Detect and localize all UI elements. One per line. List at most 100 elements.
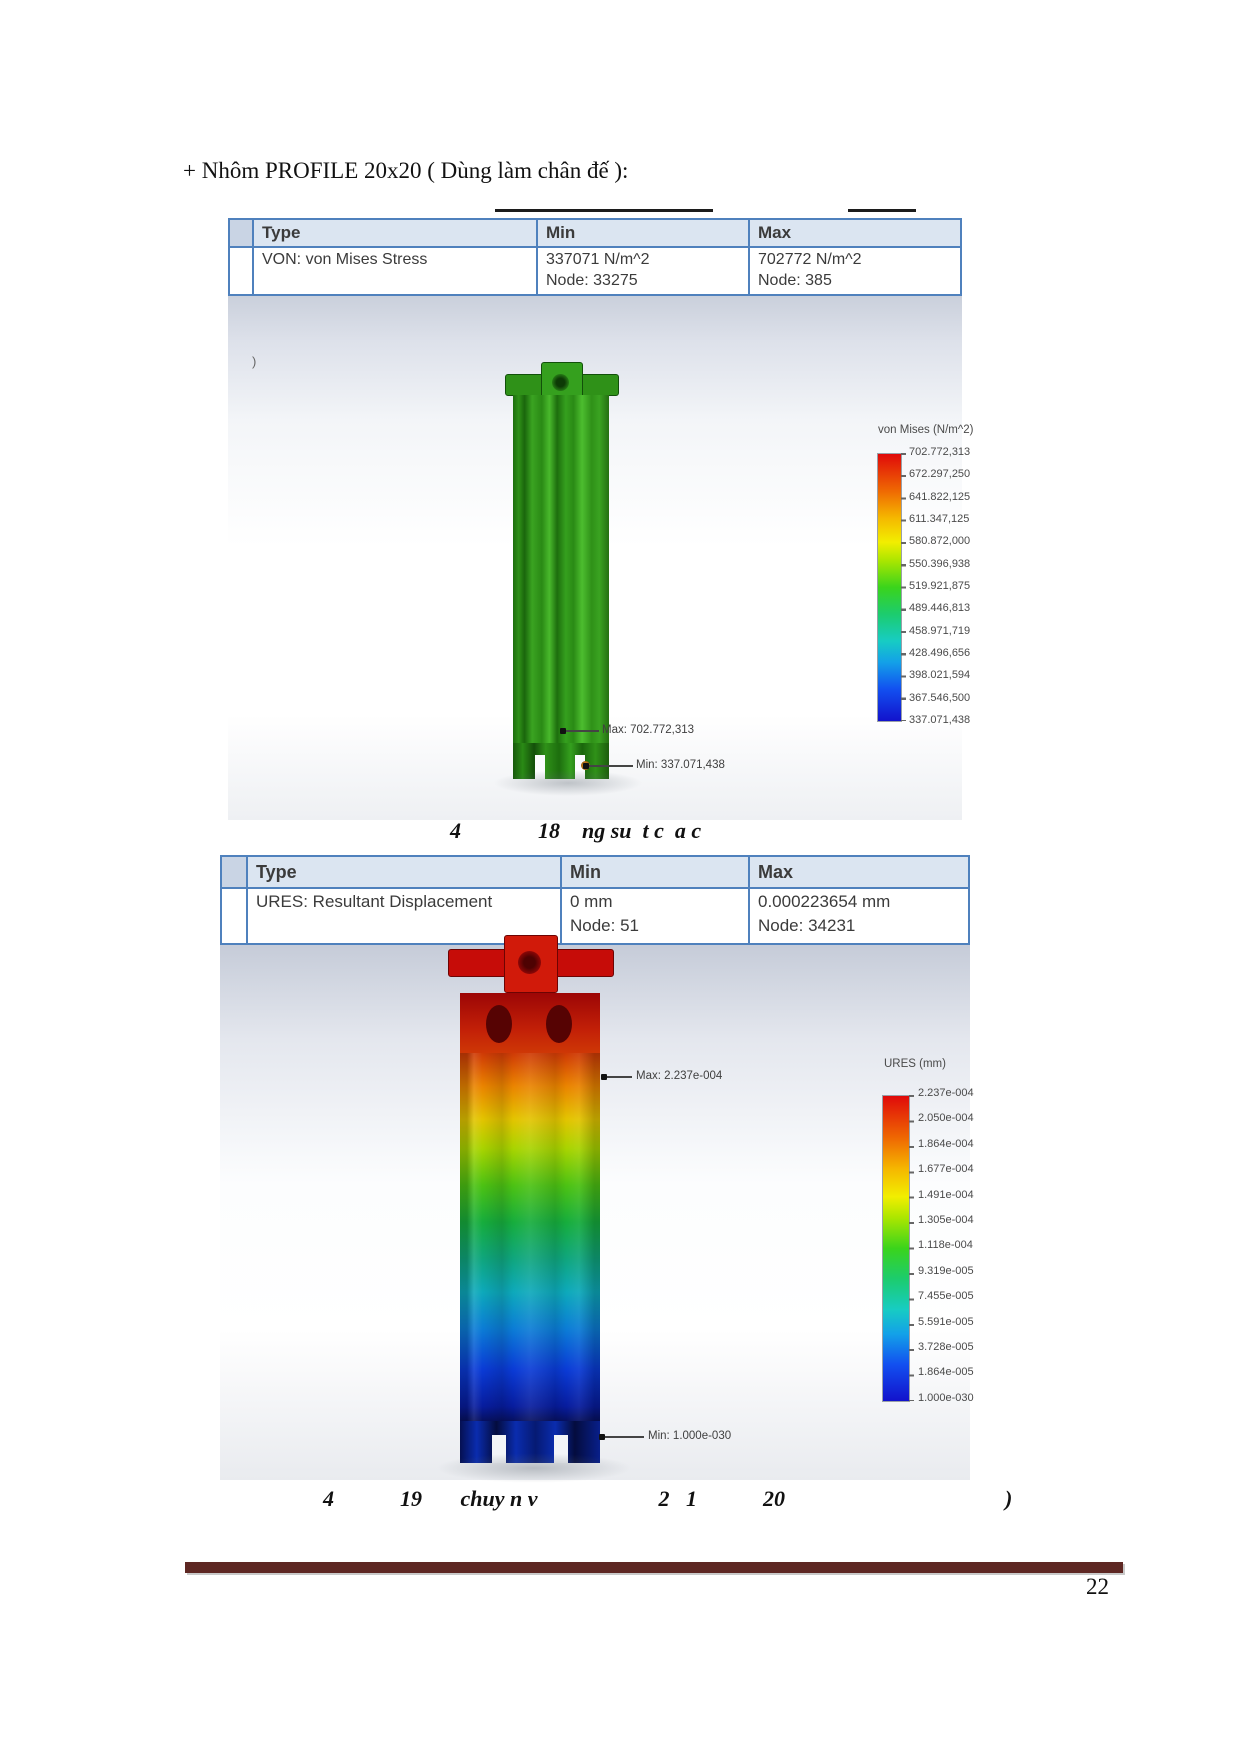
figure2-caption: 4 19 chuy n v 2 1 20 ) bbox=[323, 1486, 1013, 1511]
max-annotation: Max: 2.237e-004 bbox=[636, 1070, 723, 1082]
legend-tick-label: 2.237e-004 bbox=[918, 1087, 974, 1099]
legend-tick-label: 672.297,250 bbox=[909, 468, 971, 481]
table-row-stub bbox=[228, 248, 252, 294]
displacement-figure: Type Min Max URES: Resultant Displacemen… bbox=[220, 855, 974, 1483]
foot-slot bbox=[492, 1435, 506, 1463]
legend-tick-label: 611.347,125 bbox=[909, 512, 970, 525]
colorbar-ticks bbox=[909, 1095, 914, 1401]
max-annotation: Max: 702.772,313 bbox=[602, 724, 695, 736]
legend-tick-label: 1.864e-004 bbox=[918, 1137, 974, 1150]
table-row: URES: Resultant Displacement 0 mm Node: … bbox=[220, 889, 970, 943]
result-type-cell: VON: von Mises Stress bbox=[252, 248, 536, 294]
column-header-max: Max bbox=[748, 220, 962, 246]
max-leader-line bbox=[601, 1074, 632, 1080]
min-node: Node: 51 bbox=[570, 916, 639, 935]
max-value: 0.000223654 mm bbox=[758, 892, 891, 911]
result-type-cell: URES: Resultant Displacement bbox=[246, 889, 560, 943]
legend-tick-label: 9.319e-005 bbox=[918, 1264, 974, 1277]
legend-tick-label: 1.864e-005 bbox=[918, 1366, 974, 1379]
footer-rule bbox=[185, 1562, 1123, 1573]
table-corner-cell bbox=[228, 220, 252, 246]
legend-scale-labels: 702.772,313 672.297,250 641.822,125 611.… bbox=[909, 447, 970, 726]
legend-tick-label: 367.546,500 bbox=[909, 691, 971, 704]
profile-bottom-feet bbox=[513, 743, 609, 779]
legend-tick-label: 2.050e-004 bbox=[918, 1112, 974, 1125]
leader-arrow bbox=[583, 763, 589, 769]
foot-slot bbox=[535, 755, 545, 779]
profile-center-hole bbox=[518, 951, 541, 974]
column-header-type: Type bbox=[246, 857, 560, 887]
result-min-cell: 337071 N/m^2 Node: 33275 bbox=[536, 248, 748, 294]
legend-tick-label: 1.491e-004 bbox=[918, 1188, 974, 1201]
result-min-cell: 0 mm Node: 51 bbox=[560, 889, 748, 943]
column-header-type: Type bbox=[252, 220, 536, 246]
legend-tick-label: 1.677e-004 bbox=[918, 1163, 974, 1176]
legend-tick-label: 7.455e-005 bbox=[918, 1290, 974, 1303]
profile-top-cross-section bbox=[448, 935, 614, 995]
stress-results-table: Type Min Max VON: von Mises Stress 33707… bbox=[228, 218, 962, 296]
min-value: 337071 N/m^2 bbox=[546, 251, 650, 268]
result-max-cell: 0.000223654 mm Node: 34231 bbox=[748, 889, 970, 943]
profile-cap-front-face bbox=[460, 993, 600, 1055]
page-title: + Nhôm PROFILE 20x20 ( Dùng làm chân đế … bbox=[183, 158, 629, 183]
table-header-row: Type Min Max bbox=[228, 220, 962, 248]
foot-slot bbox=[554, 1435, 568, 1463]
foot-slot bbox=[575, 755, 585, 779]
legend-tick-label: 1.118e-004 bbox=[918, 1239, 973, 1252]
legend-scale-labels: 2.237e-004 2.050e-004 1.864e-004 1.677e-… bbox=[918, 1088, 974, 1404]
legend-tick-label: 489.446,813 bbox=[909, 602, 971, 615]
column-header-min: Min bbox=[536, 220, 748, 246]
legend-tick-label: 702.772,313 bbox=[909, 446, 971, 458]
floor-shadow bbox=[436, 1453, 632, 1483]
legend-title: von Mises (N/m^2) bbox=[878, 424, 974, 436]
legend-tick-label: 580.872,000 bbox=[909, 535, 971, 548]
result-max-cell: 702772 N/m^2 Node: 385 bbox=[748, 248, 962, 294]
max-value: 702772 N/m^2 bbox=[758, 251, 862, 268]
table-row: VON: von Mises Stress 337071 N/m^2 Node:… bbox=[228, 248, 962, 294]
page-number: 22 bbox=[1086, 1574, 1109, 1599]
max-node: Node: 385 bbox=[758, 272, 832, 289]
column-header-max: Max bbox=[748, 857, 970, 887]
leader-arrow bbox=[560, 728, 566, 734]
floor-shadow bbox=[493, 770, 643, 796]
legend-tick-label: 337.071,438 bbox=[909, 713, 971, 726]
crop-artifact-line bbox=[848, 209, 916, 212]
legend-tick-label: 3.728e-005 bbox=[918, 1341, 974, 1354]
profile-body-render bbox=[513, 395, 609, 743]
table-header-row: Type Min Max bbox=[220, 857, 970, 889]
max-leader-line bbox=[560, 728, 599, 734]
legend-tick-label: 1.305e-004 bbox=[918, 1214, 974, 1227]
stress-colorbar bbox=[877, 453, 902, 722]
min-annotation: Min: 1.000e-030 bbox=[648, 1430, 732, 1442]
colorbar-ticks bbox=[901, 453, 906, 721]
figure1-caption: 4 18 ng su t c a c bbox=[450, 818, 702, 843]
min-leader-line bbox=[583, 763, 633, 769]
table-corner-cell bbox=[220, 857, 246, 887]
table-row-stub bbox=[220, 889, 246, 943]
crop-artifact-line bbox=[495, 209, 713, 212]
max-node: Node: 34231 bbox=[758, 916, 856, 935]
cropped-text-fragment: ) bbox=[252, 354, 257, 369]
t-slot-hole bbox=[546, 1005, 572, 1043]
displacement-colorbar bbox=[882, 1095, 910, 1402]
column-header-min: Min bbox=[560, 857, 748, 887]
legend-title: URES (mm) bbox=[884, 1058, 946, 1070]
legend-tick-label: 641.822,125 bbox=[909, 490, 971, 503]
stress-figure: Type Min Max VON: von Mises Stress 33707… bbox=[228, 218, 974, 820]
profile-body-render bbox=[460, 1053, 600, 1421]
min-node: Node: 33275 bbox=[546, 272, 638, 289]
min-value: 0 mm bbox=[570, 892, 613, 911]
displacement-results-table: Type Min Max URES: Resultant Displacemen… bbox=[220, 855, 970, 945]
legend-tick-label: 428.496,656 bbox=[909, 646, 971, 659]
min-annotation: Min: 337.071,438 bbox=[636, 759, 725, 771]
legend-tick-label: 550.396,938 bbox=[909, 557, 971, 570]
profile-center-hole bbox=[552, 374, 569, 391]
leader-arrow bbox=[599, 1434, 605, 1440]
legend-tick-label: 458.971,719 bbox=[909, 624, 971, 637]
legend-tick-label: 398.021,594 bbox=[909, 669, 971, 682]
legend-tick-label: 519.921,875 bbox=[909, 579, 971, 592]
profile-bottom-feet bbox=[460, 1421, 600, 1463]
legend-tick-label: 1.000e-030 bbox=[918, 1391, 974, 1404]
legend-tick-label: 5.591e-005 bbox=[918, 1315, 974, 1328]
min-leader-line bbox=[599, 1434, 644, 1440]
